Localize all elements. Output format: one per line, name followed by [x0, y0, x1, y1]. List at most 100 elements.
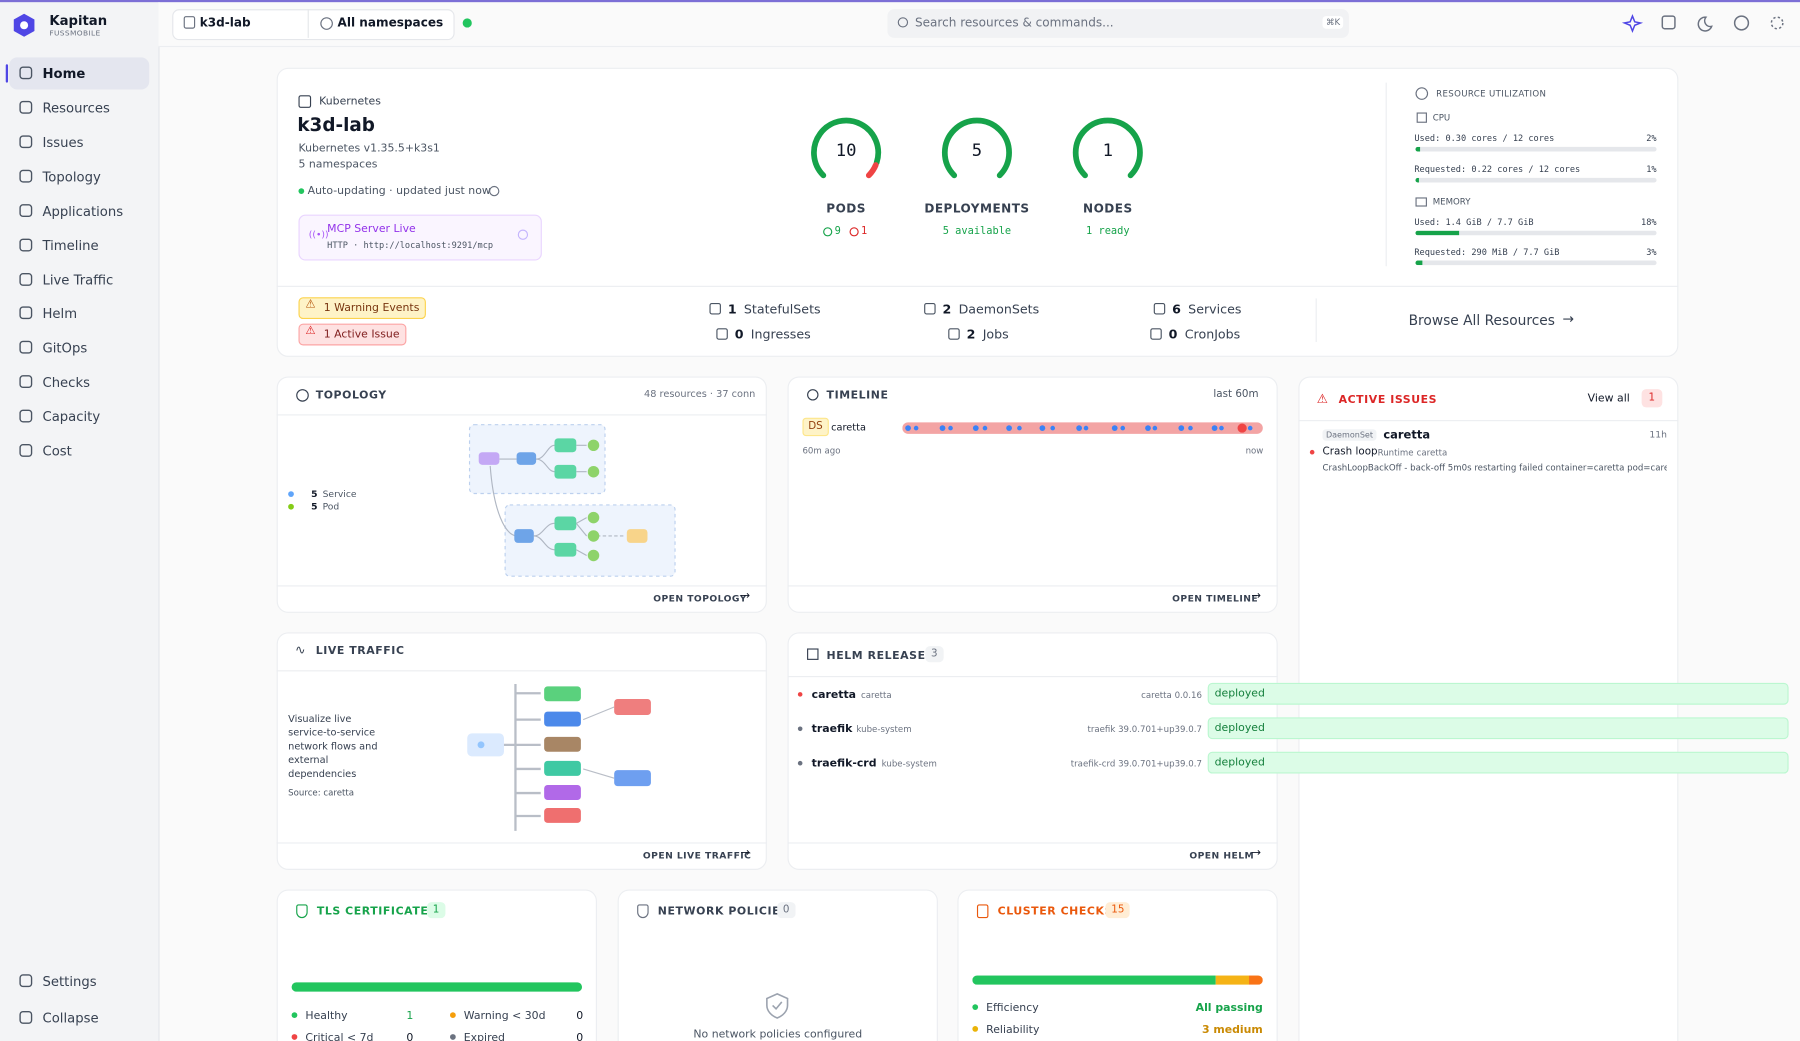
element [536, 458, 555, 473]
alert-badge[interactable]: 1 Active Issue [298, 323, 407, 346]
release-namespace: caretta [861, 689, 892, 701]
count-icon [948, 328, 960, 340]
medium-segment [1215, 975, 1250, 985]
element [902, 422, 1263, 434]
element [1076, 425, 1082, 431]
nav-item[interactable]: Live Traffic [9, 264, 149, 296]
timeline-end: now [1245, 445, 1264, 456]
nav-item[interactable]: Collapse [9, 1002, 149, 1034]
err-count: 1 [861, 226, 868, 238]
open-helm[interactable]: OPEN HELM [1189, 850, 1255, 861]
browse-all[interactable]: Browse All Resources [1408, 312, 1555, 329]
release-name[interactable]: caretta [811, 688, 857, 702]
high-segment [1249, 975, 1263, 985]
timeline-range: last 60m [1213, 389, 1259, 401]
element [489, 444, 626, 556]
count-label: CronJobs [1184, 327, 1241, 343]
stat-value: 10 [835, 140, 857, 161]
element [939, 425, 946, 431]
element [1152, 425, 1158, 431]
pass-segment [972, 975, 1216, 985]
release-dot [797, 760, 803, 766]
toolbar-icons[interactable] [1622, 13, 1788, 34]
element [1178, 425, 1185, 431]
nav-item[interactable]: GitOps [9, 332, 149, 364]
element [948, 425, 953, 431]
count-value: 0 [734, 327, 744, 343]
nav-item[interactable]: Home [9, 57, 150, 90]
element [554, 438, 577, 453]
issue-name: caretta [1383, 429, 1431, 442]
count-icon [709, 302, 721, 315]
element [1083, 425, 1089, 431]
stat-value: 5 [971, 140, 983, 161]
nav-item[interactable]: Helm [9, 297, 149, 329]
nav-item[interactable]: Capacity [9, 401, 149, 433]
legend-count: 5 [311, 488, 318, 500]
search-icon [897, 17, 909, 28]
util-percent: 18% [1641, 216, 1657, 228]
nav-item[interactable]: Settings [9, 965, 149, 997]
count-label: Jobs [982, 327, 1009, 343]
release-name[interactable]: traefik-crd [811, 757, 877, 771]
kind-badge: DS [802, 417, 829, 437]
divider [276, 285, 1679, 287]
nav-item[interactable]: Cost [9, 435, 149, 467]
nav-item[interactable]: Topology [9, 161, 149, 193]
element [575, 522, 588, 537]
element [587, 549, 600, 562]
cpu-title: CPU [1432, 112, 1451, 123]
element [1145, 425, 1151, 431]
search-box[interactable] [887, 9, 1349, 38]
nav-item[interactable]: Issues [9, 126, 149, 158]
mcp-url: HTTP · http://localhost:9291/mcp [327, 239, 494, 251]
traffic-card [276, 632, 767, 870]
issues-title: ACTIVE ISSUES [1338, 393, 1438, 407]
release-namespace: kube-system [881, 758, 937, 769]
element [1661, 15, 1676, 30]
util-icon [1415, 87, 1429, 100]
element [1120, 425, 1126, 431]
util-percent: 3% [1646, 246, 1657, 258]
count-value: 2 [942, 301, 952, 317]
cpu-icon [1416, 112, 1427, 123]
topology-diagram [468, 424, 676, 577]
refresh-button[interactable] [489, 185, 500, 197]
server-icon [298, 95, 312, 108]
shield-icon [296, 904, 308, 919]
element [1697, 16, 1713, 32]
element [554, 464, 577, 479]
nav-item[interactable]: Applications [9, 195, 149, 227]
element [19, 135, 33, 149]
gauge [1072, 117, 1143, 179]
nav-label: Resources [42, 99, 110, 116]
nav-item[interactable]: Checks [9, 366, 149, 398]
release-name[interactable]: traefik [811, 723, 853, 736]
nav-item[interactable]: Timeline [9, 230, 149, 262]
element [544, 760, 581, 776]
tls-value: 0 [406, 1031, 414, 1041]
count-label: StatefulSets [743, 301, 821, 317]
tls-value: 0 [576, 1031, 584, 1041]
ok-icon [823, 227, 833, 237]
element [766, 993, 789, 1019]
view-all[interactable]: View all [1587, 392, 1630, 406]
namespace-select[interactable]: All namespaces [337, 16, 444, 30]
nav-label: Helm [42, 305, 78, 322]
open-traffic[interactable]: OPEN LIVE TRAFFIC [642, 850, 752, 861]
nav-icon [19, 273, 33, 286]
nav-item[interactable]: Resources [9, 92, 149, 124]
open-timeline[interactable]: OPEN TIMELINE [1172, 593, 1259, 604]
element [489, 465, 517, 537]
nav-icon [19, 375, 33, 389]
open-topology[interactable]: OPEN TOPOLOGY [653, 593, 747, 604]
gauge-arc [811, 117, 882, 179]
cluster-select[interactable]: k3d-lab [199, 16, 251, 30]
context-selector[interactable] [172, 9, 455, 41]
alert-badge[interactable]: 1 Warning Events [298, 297, 427, 320]
timeline-track [902, 422, 1263, 434]
util-percent: 1% [1646, 164, 1657, 175]
netpol-title: NETWORK POLICIES [657, 905, 789, 919]
count-value: 6 [1172, 301, 1181, 317]
